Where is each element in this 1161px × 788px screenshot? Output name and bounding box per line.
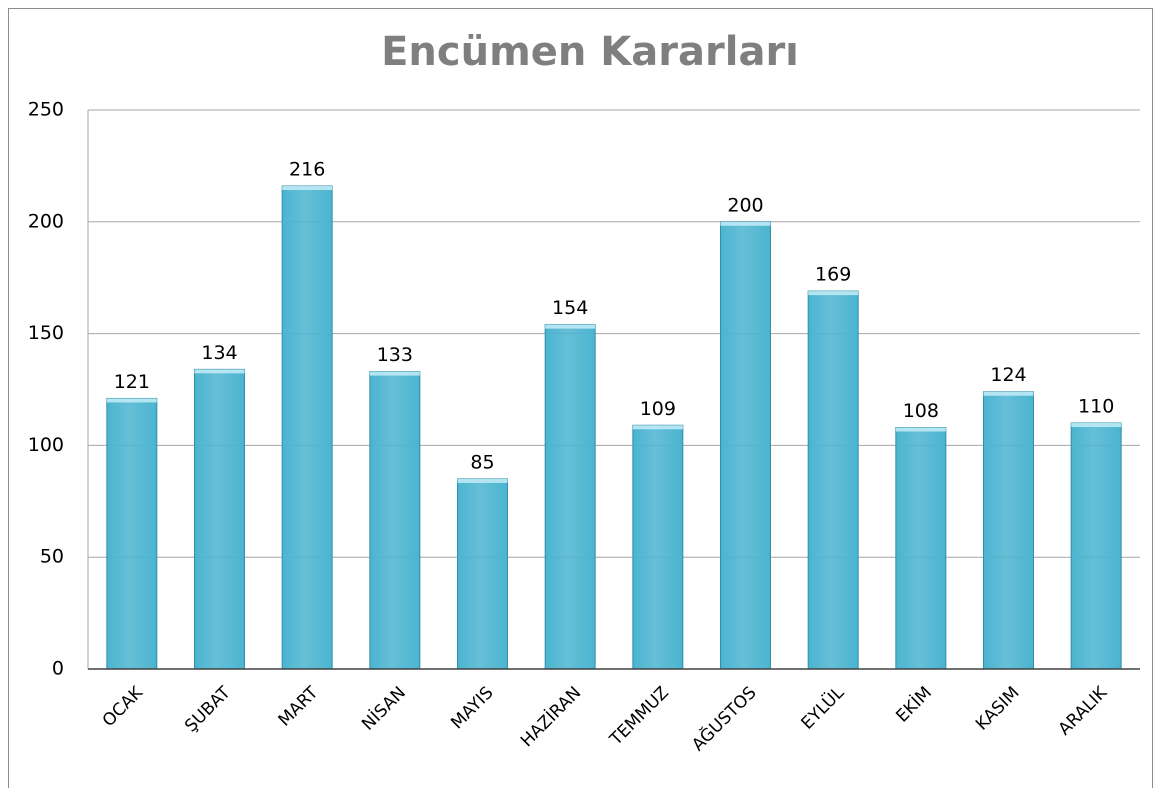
bar-cap [1071,423,1122,428]
x-tick-label: OCAK [99,682,148,731]
data-label: 200 [727,194,763,216]
bar [895,427,947,670]
x-tick-label: EYLÜL [796,681,848,733]
bar-cap [983,391,1034,396]
bar [1070,422,1122,670]
data-label: 133 [377,344,413,366]
data-label: 216 [289,159,325,181]
data-label: 121 [114,371,150,393]
bar-cap [808,291,859,296]
bar [194,368,245,670]
bar-cap [282,186,333,191]
x-tick-label: ARALIK [1055,682,1112,739]
y-tick-label: 50 [40,546,64,568]
y-tick-label: 0 [52,658,64,680]
bar-cap [632,425,683,430]
data-label: 110 [1078,396,1114,418]
data-label: 109 [640,398,676,420]
data-label: 108 [903,400,939,422]
bar [544,324,596,670]
data-label: 124 [990,364,1026,386]
bar [632,424,684,670]
chart-frame [8,8,1153,788]
y-tick-label: 100 [28,434,64,456]
data-label: 169 [815,264,851,286]
x-tick-label: ŞUBAT [181,682,235,736]
x-tick-label: HAZİRAN [516,682,585,751]
bar-cap [720,221,771,226]
bar [281,185,333,670]
bar-cap [457,478,508,483]
x-tick-label: EKİM [892,682,936,726]
bar [457,478,508,670]
bar-cap [545,324,596,329]
bar-cap [369,371,420,376]
y-tick-label: 250 [28,99,64,121]
x-tick-label: NİSAN [357,682,409,734]
data-label: 85 [470,451,494,473]
x-tick-label: KASIM [972,683,1024,735]
x-tick-label: TEMMUZ [606,683,673,750]
bar-cap [106,398,157,403]
x-tick-label: MART [275,683,323,731]
data-label: 134 [201,342,237,364]
y-tick-label: 200 [28,210,64,232]
bar [807,290,859,670]
bar [106,397,158,670]
x-tick-label: MAYIS [447,683,497,733]
bar-cap [895,427,946,432]
bar-cap [194,369,245,374]
x-tick-label: AĞUSTOS [687,682,761,756]
chart-title: Encümen Kararları [381,29,799,75]
data-label: 154 [552,297,588,319]
y-tick-label: 150 [28,322,64,344]
bar [720,221,771,670]
bar [369,371,421,670]
bar [983,391,1034,670]
